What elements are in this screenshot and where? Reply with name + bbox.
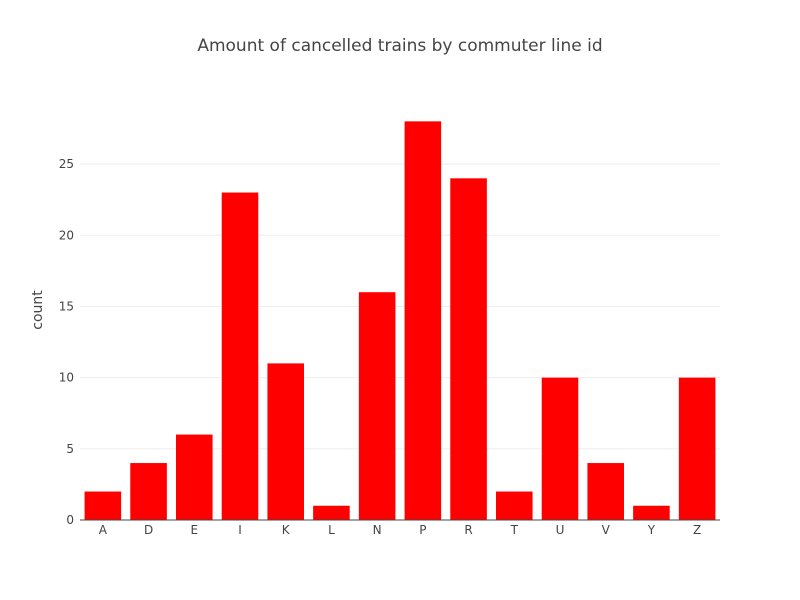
- x-tick-label-U: U: [556, 523, 565, 537]
- gridlines: [80, 163, 720, 450]
- y-tick-label-25: 25: [59, 157, 74, 171]
- x-tick-label-E: E: [190, 523, 198, 537]
- bar-K: [267, 363, 304, 520]
- y-tick-label-0: 0: [66, 513, 74, 527]
- x-tick-label-P: P: [419, 523, 426, 537]
- bar-P: [404, 121, 442, 521]
- y-tick-label-20: 20: [59, 228, 74, 242]
- bar-T: [496, 491, 533, 520]
- bar-N: [358, 292, 396, 520]
- axes: 0 5 10 15 20 25 A D E I K L N P R T U V Y Z: [59, 157, 720, 537]
- bar-I: [221, 192, 259, 521]
- bar-L: [313, 505, 350, 520]
- x-tick-label-Y: Y: [647, 523, 656, 537]
- bars: [84, 121, 716, 521]
- y-tick-label-15: 15: [59, 299, 74, 313]
- bar-A: [84, 491, 122, 520]
- bar-U: [541, 377, 579, 520]
- x-tick-label-V: V: [602, 523, 611, 537]
- bar-D: [130, 463, 167, 520]
- x-tick-label-Z: Z: [693, 523, 701, 537]
- chart-title: Amount of cancelled trains by commuter l…: [197, 36, 602, 56]
- bar-R: [450, 178, 487, 520]
- x-tick-label-D: D: [144, 523, 153, 537]
- x-tick-label-L: L: [328, 523, 335, 537]
- x-tick-label-I: I: [238, 523, 242, 537]
- bar-Z: [678, 377, 716, 520]
- bar-Y: [633, 505, 670, 520]
- x-tick-label-T: T: [510, 523, 519, 537]
- bar-E: [176, 434, 213, 520]
- bar-V: [587, 463, 624, 520]
- x-tick-label-R: R: [464, 523, 472, 537]
- y-axis-label: count: [30, 290, 46, 330]
- y-tick-label-5: 5: [66, 442, 74, 456]
- y-tick-label-10: 10: [59, 371, 74, 385]
- x-tick-label-K: K: [282, 523, 291, 537]
- x-tick-label-A: A: [99, 523, 108, 537]
- x-tick-label-N: N: [373, 523, 382, 537]
